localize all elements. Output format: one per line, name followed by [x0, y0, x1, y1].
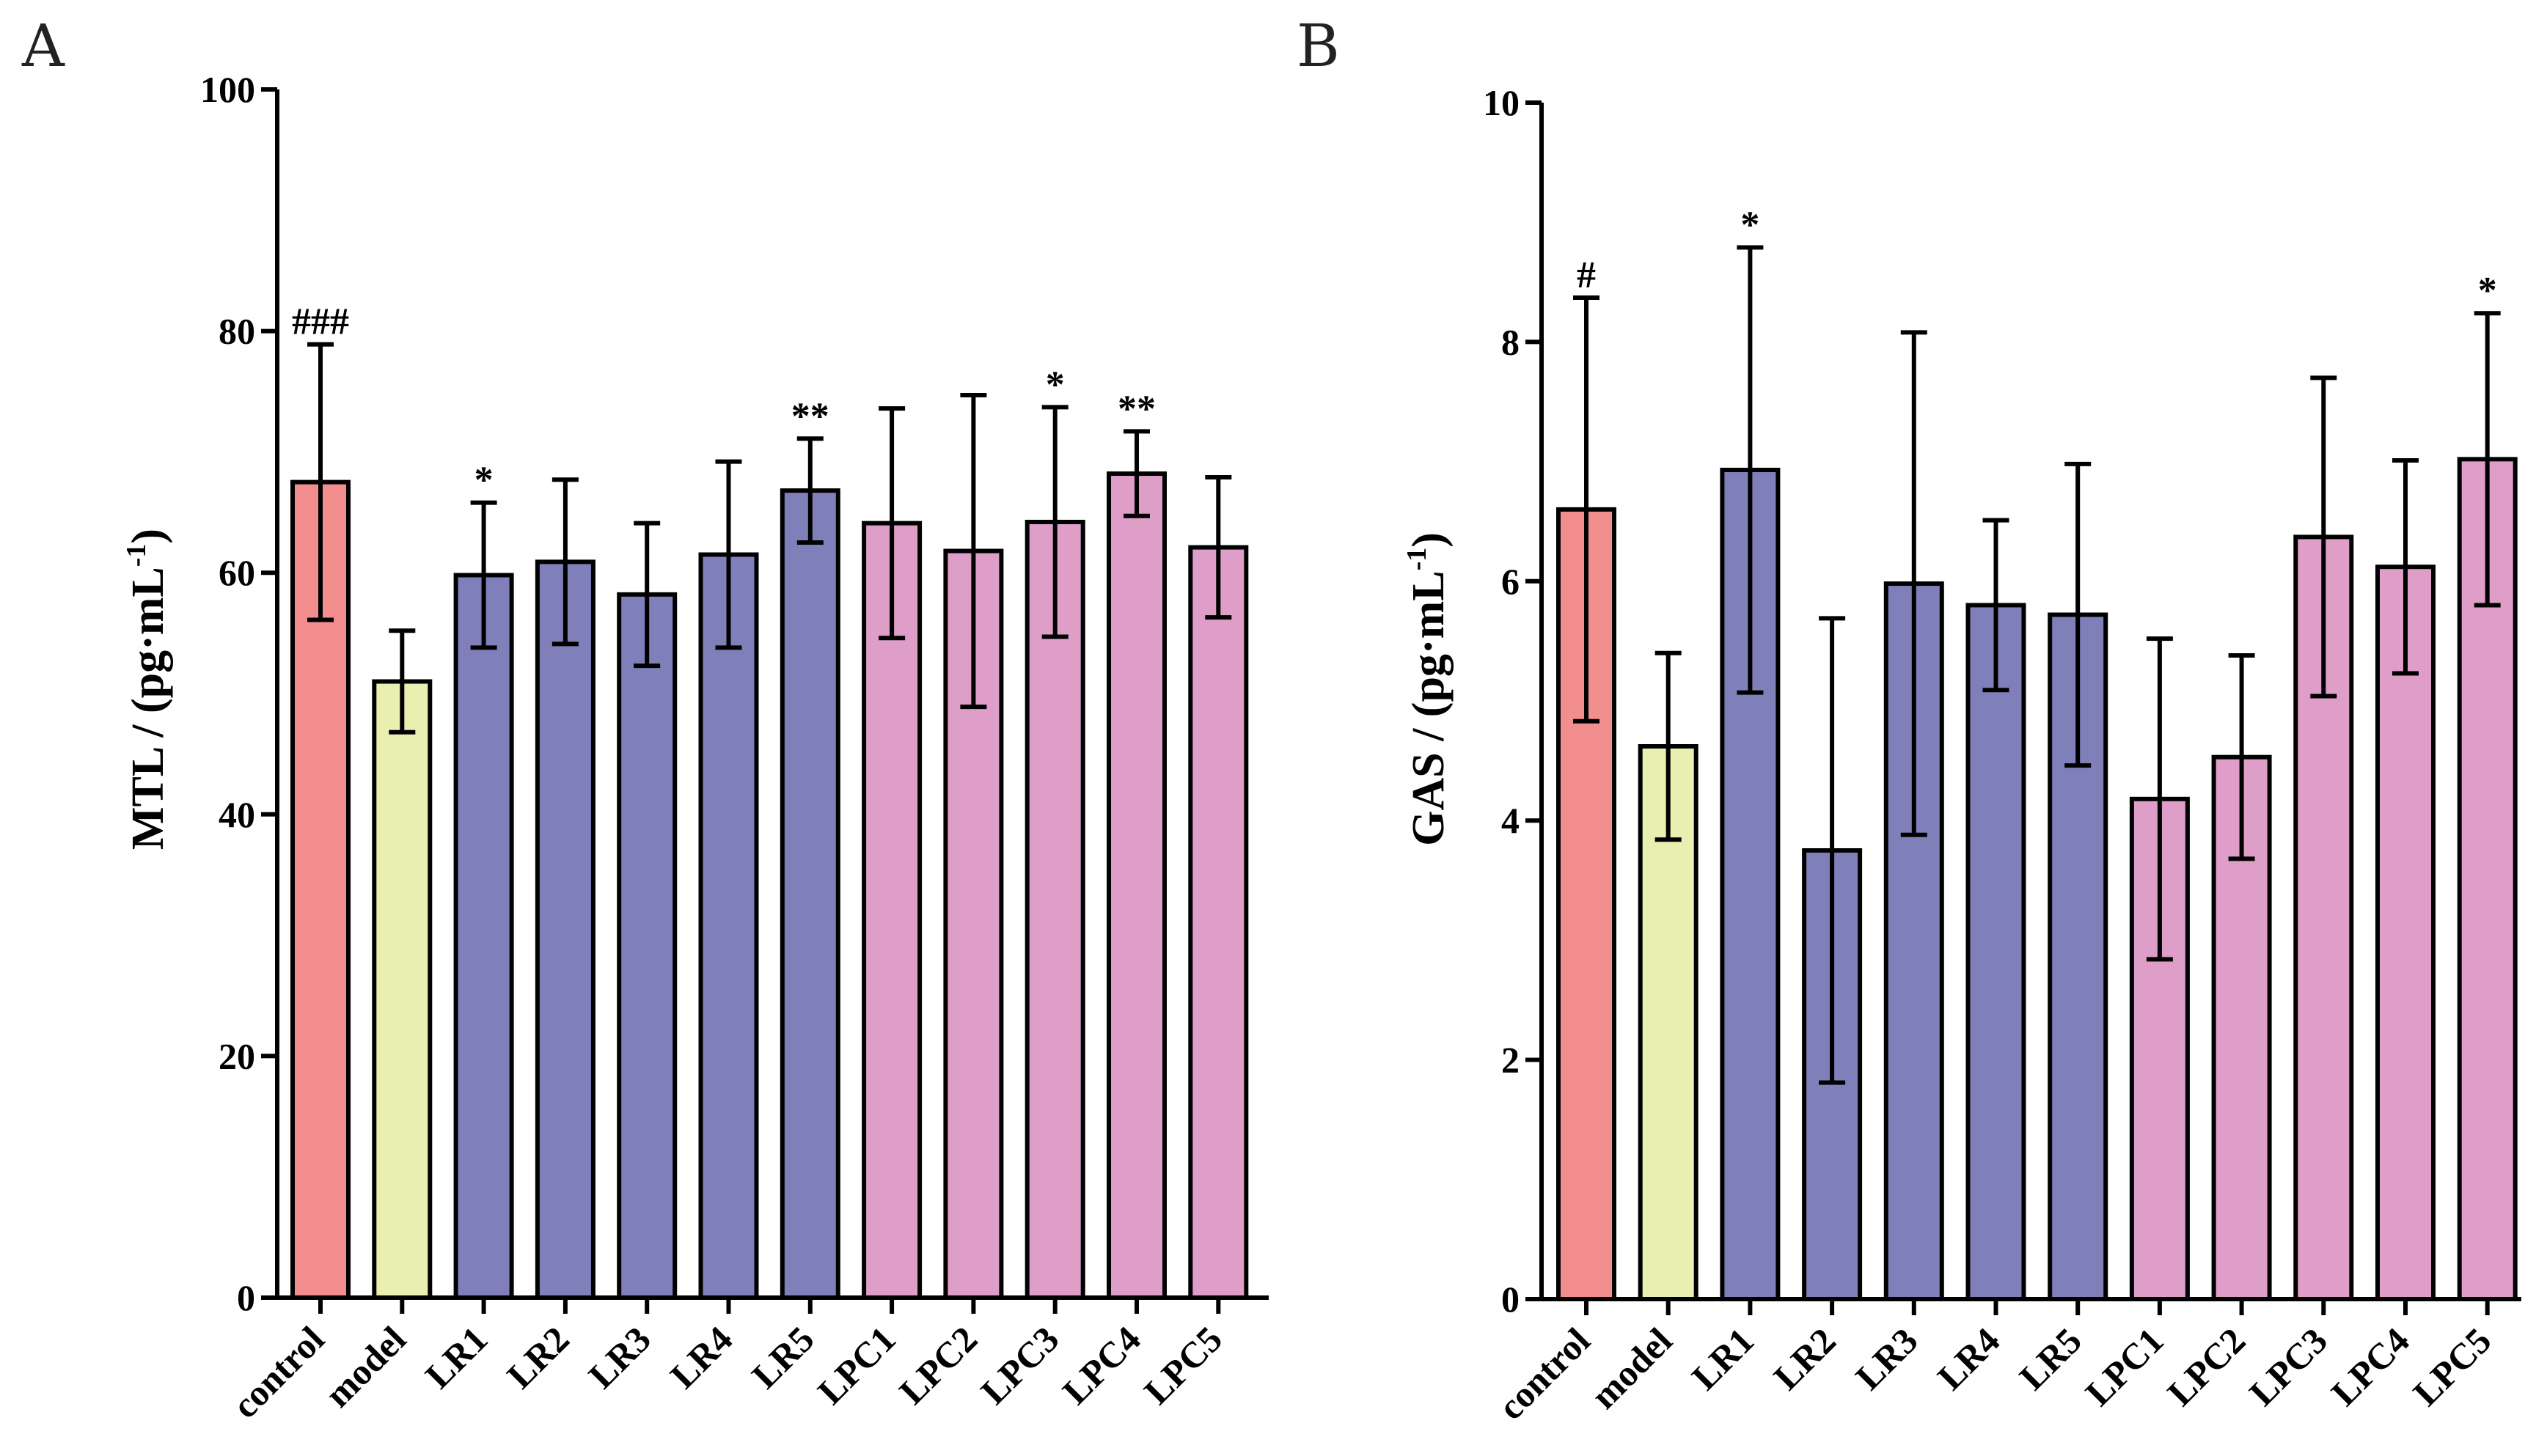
panel-a-bar-LPC3 [1025, 519, 1085, 1300]
panel-a-y-tick-label: 0 [237, 1277, 255, 1318]
panel-b-x-tick-label: LR2 [1765, 1320, 1843, 1397]
panel-b-significance-label: * [1740, 204, 1759, 246]
panel-b-x-tick-label: LPC2 [2159, 1320, 2253, 1413]
panel-a-bar-model [372, 679, 433, 1300]
panel-a-y-axis-label: MTL / (pg·mL-1) [121, 529, 173, 850]
panel-a-x-tick-label: model [317, 1318, 414, 1415]
panel-a-significance-label: ** [1118, 388, 1156, 430]
panel-a-bar-LPC2 [943, 548, 1004, 1300]
panel-a-chart: A MTL / (pg·mL-1) 0 20 40 60 80 100 controlmod… [21, 12, 1269, 1426]
panel-b-y-tick-label: 10 [1483, 82, 1520, 123]
panel-b-bar-LPC4 [2375, 565, 2436, 1301]
panel-a-bar-LPC4 [1107, 471, 1167, 1301]
panel-a-x-tick-label: LR4 [662, 1318, 740, 1396]
panel-b-x-tick-label: LPC5 [2405, 1320, 2499, 1413]
panel-b-y-tick-label: 6 [1501, 561, 1520, 602]
panel-a-significance-label: ** [791, 395, 829, 437]
panel-a-x-tick-label: LPC2 [891, 1318, 985, 1412]
panel-b-x-tick-label: LPC4 [2323, 1320, 2417, 1413]
panel-b-y-tick-label: 4 [1501, 800, 1520, 841]
panel-a-y-tick-label: 80 [219, 311, 255, 352]
panel-b-significance-label: # [1577, 254, 1596, 296]
panel-b-x-tick-label: LPC3 [2241, 1320, 2335, 1413]
panel-b-x-tick-label: control [1490, 1320, 1598, 1427]
panel-b-y-tick-label: 2 [1501, 1040, 1520, 1081]
panel-a-x-tick-label: LPC4 [1055, 1318, 1148, 1412]
panel-a-x-tick-label: control [224, 1318, 332, 1426]
panel-b-bars: # * * [1556, 204, 2518, 1301]
panel-a-bar-LR3 [617, 592, 678, 1300]
panel-b-x-tick-label: LR3 [1847, 1320, 1925, 1397]
panel-a-significance-label: * [1046, 364, 1065, 405]
panel-a-significance-label: * [474, 460, 494, 501]
panel-a-bar-LR2 [535, 559, 595, 1300]
panel-b-x-tick-label: LPC1 [2078, 1320, 2172, 1413]
panel-b-x-tick-label: model [1583, 1320, 1680, 1416]
panel-a-x-tick-label: LR3 [581, 1318, 659, 1396]
panel-b-y-axis-label: GAS / (pg·mL-1) [1401, 532, 1454, 846]
panel-a-x-tick-label: LPC5 [1136, 1318, 1230, 1412]
panel-b-significance-label: * [2478, 270, 2497, 312]
panel-a-x-tick-label: LR1 [417, 1318, 495, 1396]
panel-a-x-tick-label: LPC1 [810, 1318, 904, 1412]
panel-a-significance-label: ### [292, 301, 349, 343]
panel-b-y-tick-label: 0 [1501, 1279, 1520, 1320]
panel-b-x-tick-label: LR1 [1684, 1320, 1762, 1397]
panel-a-letter: A [21, 12, 65, 80]
panel-a-bar-LR5 [780, 488, 840, 1300]
panel-b-letter: B [1297, 12, 1340, 80]
panel-a-y-tick-label: 20 [219, 1035, 255, 1076]
panel-a-y-tick-label: 100 [200, 69, 255, 110]
panel-a-x-tick-label: LPC3 [972, 1318, 1066, 1412]
panel-a-y-tick-label: 40 [219, 794, 255, 835]
panel-b-y-tick-label: 8 [1501, 321, 1520, 362]
panel-a-bar-LR1 [453, 573, 514, 1300]
panel-a-bars: ###****** [290, 301, 1249, 1301]
panel-b-x-tick-label: LR4 [1930, 1320, 2007, 1397]
panel-a-y-tick-label: 60 [219, 552, 255, 593]
panel-a-x-tick-label: LR2 [499, 1318, 576, 1396]
panel-a-bar-LR4 [698, 552, 759, 1300]
panel-b-bar-LR4 [1965, 603, 2026, 1301]
panel-a-bar-LPC5 [1188, 545, 1249, 1300]
panel-b-x-tick-label: LR5 [2012, 1320, 2089, 1397]
